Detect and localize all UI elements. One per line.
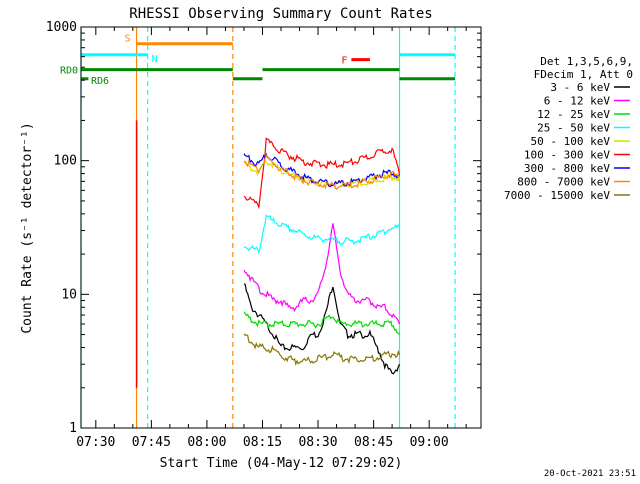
chart-title: RHESSI Observing Summary Count Rates	[129, 6, 432, 22]
series-line-12-25	[243, 311, 400, 335]
y-tick-label-1000: 1000	[46, 20, 77, 35]
series-layer	[135, 120, 401, 388]
x-tick-label-0730: 07:30	[76, 435, 115, 450]
legend-label-3-6: 3 - 6 keV	[550, 81, 610, 94]
flag-label-s: S	[125, 34, 131, 45]
x-tick-label-0900: 09:00	[410, 435, 449, 450]
legend-label-12-25: 12 - 25 keV	[537, 108, 610, 121]
legend-header-0: Det 1,3,5,6,9,	[540, 55, 633, 68]
legend-label-50-100: 50 - 100 keV	[531, 135, 611, 148]
series-line-100-300	[243, 137, 401, 210]
legend-label-300-800: 300 - 800 keV	[524, 162, 610, 175]
x-tick-label-0745: 07:45	[132, 435, 171, 450]
series-line-25-50	[243, 214, 400, 255]
legend-label-800-7000: 800 - 7000 keV	[517, 176, 610, 189]
flag-label-f: F	[341, 56, 347, 67]
x-tick-label-0800: 08:00	[187, 435, 226, 450]
x-tick-label-0815: 08:15	[243, 435, 282, 450]
x-tick-label-0845: 08:45	[354, 435, 393, 450]
legend-label-7000-15000: 7000 - 15000 keV	[504, 189, 610, 202]
flag-label-n: N	[152, 54, 158, 65]
y-axis-label: Count Rate (s⁻¹ detector⁻¹)	[20, 122, 35, 333]
y-tick-label-1: 1	[69, 421, 77, 436]
flag-layer: S N F RD0 RD6	[60, 34, 456, 87]
series-line-3-6	[243, 283, 401, 375]
series-line-6-12	[243, 223, 401, 325]
plot-frame	[80, 26, 482, 429]
x-tick-label-0830: 08:30	[298, 435, 337, 450]
series-line-7000-15000	[243, 333, 401, 366]
flag-label-rd0: RD0	[60, 66, 78, 77]
x-axis-label: Start Time (04-May-12 07:29:02)	[160, 456, 403, 471]
legend: Det 1,3,5,6,9,FDecim 1, Att 03 - 6 keV6 …	[504, 55, 633, 202]
legend-label-25-50: 25 - 50 keV	[537, 122, 610, 135]
legend-label-100-300: 100 - 300 keV	[524, 149, 610, 162]
y-tick-label-10: 10	[61, 287, 77, 302]
date-stamp: 20-Oct-2021 23:51	[544, 469, 636, 479]
series-line-800-7000	[243, 154, 400, 191]
legend-header-1: FDecim 1, Att 0	[534, 68, 633, 81]
axis-layer: 07:30 07:45 08:00 08:15 08:30 08:45 09:00 1 10 10…	[46, 20, 481, 450]
y-tick-label-100: 100	[54, 154, 77, 169]
legend-label-6-12: 6 - 12 keV	[544, 95, 611, 108]
series-line-50-100	[243, 158, 401, 188]
flag-label-rd6: RD6	[91, 76, 109, 87]
